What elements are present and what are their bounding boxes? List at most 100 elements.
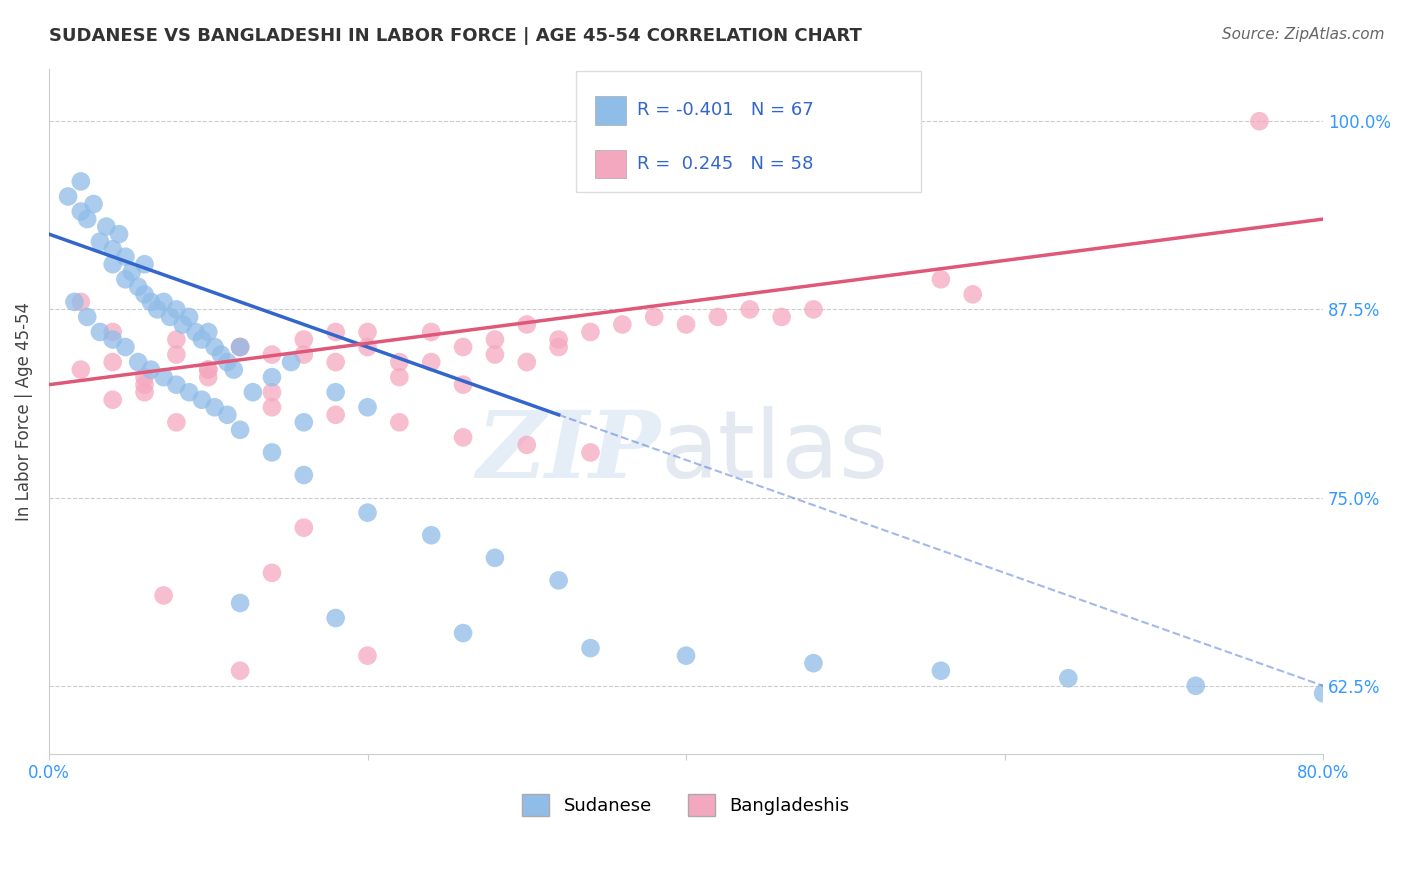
Point xyxy=(292,347,315,361)
Point xyxy=(101,355,124,369)
Point xyxy=(63,294,86,309)
Point xyxy=(675,648,697,663)
Point xyxy=(217,408,239,422)
Point xyxy=(260,347,283,361)
Point xyxy=(121,265,143,279)
Point xyxy=(209,347,232,361)
Point xyxy=(803,656,825,670)
Point xyxy=(165,377,187,392)
Point xyxy=(152,370,174,384)
Point xyxy=(420,355,443,369)
Point xyxy=(134,287,156,301)
Point xyxy=(484,333,506,347)
Point xyxy=(420,325,443,339)
Y-axis label: In Labor Force | Age 45-54: In Labor Force | Age 45-54 xyxy=(15,301,32,521)
Point xyxy=(134,385,156,400)
Point xyxy=(69,174,91,188)
Point xyxy=(292,333,315,347)
Point xyxy=(127,280,149,294)
Point xyxy=(260,370,283,384)
Point xyxy=(139,294,162,309)
Point xyxy=(1249,114,1271,128)
Text: SUDANESE VS BANGLADESHI IN LABOR FORCE | AGE 45-54 CORRELATION CHART: SUDANESE VS BANGLADESHI IN LABOR FORCE |… xyxy=(49,27,862,45)
Point xyxy=(204,401,226,415)
Point xyxy=(643,310,665,324)
Point xyxy=(134,257,156,271)
Text: R = -0.401   N = 67: R = -0.401 N = 67 xyxy=(637,101,814,119)
Point xyxy=(388,370,411,384)
Point xyxy=(325,325,347,339)
Text: ZIP: ZIP xyxy=(477,407,661,497)
Point xyxy=(69,294,91,309)
Point xyxy=(707,310,730,324)
Point xyxy=(675,318,697,332)
Point xyxy=(179,310,201,324)
Point xyxy=(292,521,315,535)
Point xyxy=(159,310,181,324)
Point xyxy=(96,219,118,234)
Point xyxy=(516,318,538,332)
Text: R =  0.245   N = 58: R = 0.245 N = 58 xyxy=(637,155,813,173)
Point xyxy=(76,212,98,227)
Point xyxy=(197,362,219,376)
Point xyxy=(292,468,315,483)
Point xyxy=(484,550,506,565)
Point xyxy=(152,589,174,603)
Point xyxy=(325,408,347,422)
Point xyxy=(388,415,411,429)
Point xyxy=(101,257,124,271)
Point xyxy=(197,370,219,384)
Point xyxy=(929,664,952,678)
Point xyxy=(172,318,194,332)
Point xyxy=(547,340,569,354)
Point xyxy=(356,506,378,520)
Point xyxy=(108,227,131,241)
Point xyxy=(191,333,214,347)
Point xyxy=(204,340,226,354)
Point xyxy=(292,415,315,429)
Point xyxy=(114,250,136,264)
Point xyxy=(738,302,761,317)
Point xyxy=(69,204,91,219)
Point xyxy=(229,423,252,437)
Point xyxy=(803,302,825,317)
Point xyxy=(325,355,347,369)
Point xyxy=(325,611,347,625)
Point xyxy=(516,355,538,369)
Point xyxy=(929,272,952,286)
Point xyxy=(356,648,378,663)
Point xyxy=(56,189,79,203)
Point xyxy=(260,401,283,415)
Point xyxy=(152,294,174,309)
Point xyxy=(197,362,219,376)
Point xyxy=(451,626,474,640)
Point xyxy=(184,325,207,339)
Point xyxy=(165,302,187,317)
Point xyxy=(579,445,602,459)
Point xyxy=(229,340,252,354)
Point xyxy=(260,566,283,580)
Point xyxy=(179,385,201,400)
Point xyxy=(229,664,252,678)
Point xyxy=(451,377,474,392)
Point xyxy=(1312,686,1334,700)
Point xyxy=(547,574,569,588)
Point xyxy=(146,302,169,317)
Text: Source: ZipAtlas.com: Source: ZipAtlas.com xyxy=(1222,27,1385,42)
Point xyxy=(83,197,105,211)
Point xyxy=(127,355,149,369)
Point xyxy=(165,347,187,361)
Point xyxy=(420,528,443,542)
Point xyxy=(612,318,634,332)
Point xyxy=(484,347,506,361)
Point xyxy=(134,370,156,384)
Point xyxy=(134,377,156,392)
Point xyxy=(139,362,162,376)
Point xyxy=(191,392,214,407)
Point xyxy=(547,333,569,347)
Point xyxy=(89,235,111,249)
Point xyxy=(451,340,474,354)
Point xyxy=(165,333,187,347)
Point xyxy=(516,438,538,452)
Point xyxy=(69,362,91,376)
